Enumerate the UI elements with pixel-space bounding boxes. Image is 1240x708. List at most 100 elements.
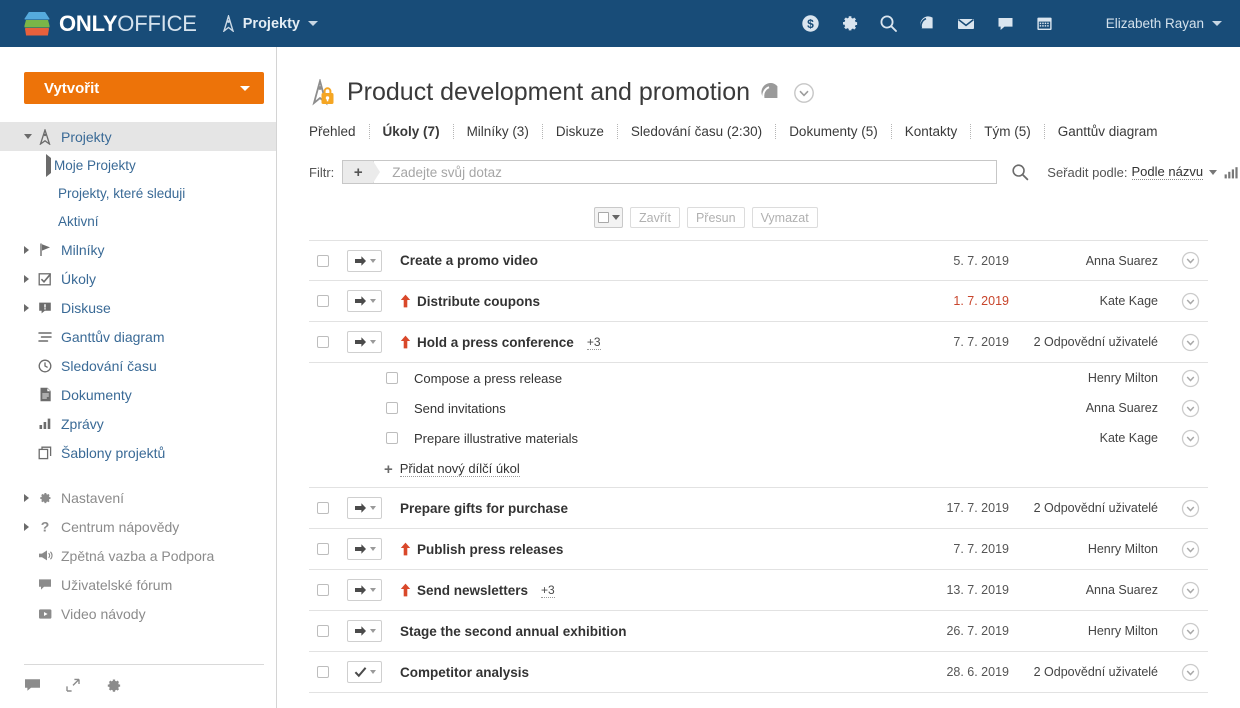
task-actions-icon[interactable] — [1181, 292, 1200, 311]
sort-value[interactable]: Podle názvu — [1131, 164, 1204, 180]
add-filter-button[interactable]: + — [343, 161, 381, 183]
task-status-button[interactable] — [347, 249, 382, 272]
row-checkbox[interactable] — [317, 502, 329, 514]
module-switcher[interactable]: Projekty — [221, 13, 318, 33]
subtask-checkbox[interactable] — [386, 432, 398, 444]
task-actions-icon[interactable] — [1181, 622, 1200, 641]
sidebar-item-milniky[interactable]: Milníky — [0, 235, 276, 264]
tab-dokumenty[interactable]: Dokumenty (5) — [789, 124, 878, 139]
sidebar-item-ganttuv-diagram[interactable]: Ganttův diagram — [0, 322, 276, 351]
subtask-actions-icon[interactable] — [1181, 399, 1200, 418]
task-title[interactable]: Distribute coupons — [417, 293, 541, 309]
sidebar-item-centrum-napovedy[interactable]: ? Centrum nápovědy — [0, 512, 276, 541]
tab-prehled[interactable]: Přehled — [309, 124, 356, 139]
table-row[interactable]: Create a promo video 5. 7. 2019 Anna Sua… — [309, 240, 1208, 281]
search-icon[interactable] — [877, 13, 899, 35]
add-subtask-row[interactable]: + Přidat nový dílčí úkol — [309, 453, 1208, 485]
subtask-actions-icon[interactable] — [1181, 369, 1200, 388]
twisty-icon[interactable] — [24, 303, 36, 312]
list-item[interactable]: Send invitations Anna Suarez — [309, 393, 1208, 423]
gear-icon[interactable] — [105, 677, 122, 694]
subtask-checkbox[interactable] — [386, 372, 398, 384]
row-checkbox[interactable] — [317, 625, 329, 637]
row-checkbox[interactable] — [317, 584, 329, 596]
table-row[interactable]: Stage the second annual exhibition 26. 7… — [309, 611, 1208, 652]
sidebar-item-projekty-ktere-sleduji[interactable]: Projekty, které sleduji — [0, 179, 276, 207]
sidebar-item-zpravy[interactable]: Zprávy — [0, 409, 276, 438]
tab-ukoly[interactable]: Úkoly (7) — [382, 124, 440, 139]
twisty-icon[interactable] — [24, 522, 36, 531]
expand-icon[interactable] — [65, 678, 81, 693]
task-title[interactable]: Create a promo video — [400, 253, 539, 268]
close-button[interactable]: Zavřít — [630, 207, 680, 228]
list-item[interactable]: Prepare illustrative materials Kate Kage — [309, 423, 1208, 453]
sidebar-item-ukoly[interactable]: Úkoly — [0, 264, 276, 293]
sidebar-item-nastaveni[interactable]: Nastavení — [0, 483, 276, 512]
mail-icon[interactable] — [955, 13, 977, 35]
twisty-icon[interactable] — [24, 274, 36, 283]
twisty-icon[interactable] — [24, 493, 36, 502]
task-status-button[interactable] — [347, 538, 382, 560]
task-actions-icon[interactable] — [1181, 663, 1200, 682]
task-actions-icon[interactable] — [1181, 581, 1200, 600]
move-button[interactable]: Přesun — [686, 207, 745, 228]
add-subtask-label[interactable]: Přidat nový dílčí úkol — [399, 461, 520, 477]
chat-icon[interactable] — [994, 13, 1016, 35]
table-row[interactable]: Hold a press conference +3 7. 7. 2019 2 … — [309, 322, 1208, 363]
sidebar-item-diskuse[interactable]: Diskuse — [0, 293, 276, 322]
row-checkbox[interactable] — [317, 666, 329, 678]
search-icon[interactable] — [1011, 163, 1029, 181]
row-checkbox[interactable] — [317, 543, 329, 555]
task-actions-icon[interactable] — [1181, 251, 1200, 270]
task-title[interactable]: Publish press releases — [417, 541, 564, 557]
task-title[interactable]: Send newsletters — [417, 582, 529, 598]
sidebar-item-sablony-projektu[interactable]: Šablony projektů — [0, 438, 276, 467]
tab-sledovani-casu[interactable]: Sledování času (2:30) — [630, 124, 763, 139]
twisty-open-icon[interactable] — [24, 134, 36, 139]
list-item[interactable]: Compose a press release Henry Milton — [309, 363, 1208, 393]
select-all-dropdown[interactable] — [594, 207, 623, 228]
payments-icon[interactable]: $ — [799, 13, 821, 35]
subtask-checkbox[interactable] — [386, 402, 398, 414]
subtask-title[interactable]: Compose a press release — [414, 370, 563, 386]
task-status-button[interactable] — [347, 331, 382, 353]
search-input[interactable] — [390, 163, 997, 181]
table-row[interactable]: Distribute coupons 1. 7. 2019 Kate Kage — [309, 281, 1208, 322]
subtask-title[interactable]: Send invitations — [414, 400, 506, 416]
table-row[interactable]: Competitor analysis 28. 6. 2019 2 Odpově… — [309, 652, 1208, 693]
table-row[interactable]: Publish press releases 7. 7. 2019 Henry … — [309, 529, 1208, 570]
more-subtasks-link[interactable]: +3 — [586, 334, 601, 350]
onlyoffice-logo[interactable]: ONLYOFFICE — [24, 11, 197, 37]
chevron-down-icon[interactable] — [1209, 169, 1218, 175]
tab-diskuze[interactable]: Diskuze — [555, 124, 604, 139]
sidebar-item-dokumenty[interactable]: Dokumenty — [0, 380, 276, 409]
settings-icon[interactable] — [838, 13, 860, 35]
twisty-icon[interactable] — [46, 153, 51, 177]
more-subtasks-link[interactable]: +3 — [541, 582, 555, 598]
gauge-icon[interactable] — [761, 82, 782, 103]
task-title[interactable]: Competitor analysis — [400, 664, 530, 680]
sort-direction-icon[interactable] — [1224, 166, 1238, 179]
sidebar-item-moje-projekty[interactable]: Moje Projekty — [0, 151, 276, 179]
sidebar-item-projekty[interactable]: Projekty — [0, 122, 276, 151]
table-row[interactable]: Prepare gifts for purchase 17. 7. 2019 2… — [309, 488, 1208, 529]
task-actions-icon[interactable] — [1181, 499, 1200, 518]
task-title[interactable]: Prepare gifts for purchase — [400, 500, 569, 516]
task-status-button[interactable] — [347, 620, 382, 642]
tab-ganttuv-diagram[interactable]: Ganttův diagram — [1057, 124, 1158, 139]
chevron-down-circle-icon[interactable] — [793, 82, 815, 104]
task-title[interactable]: Hold a press conference — [417, 334, 574, 350]
task-actions-icon[interactable] — [1181, 333, 1200, 352]
create-button[interactable]: Vytvořit — [24, 72, 264, 104]
row-checkbox[interactable] — [317, 254, 329, 267]
tab-tym[interactable]: Tým (5) — [984, 124, 1031, 139]
sidebar-item-aktivni[interactable]: Aktivní — [0, 207, 276, 235]
subtask-title[interactable]: Prepare illustrative materials — [414, 430, 579, 446]
row-checkbox[interactable] — [317, 336, 329, 348]
tab-kontakty[interactable]: Kontakty — [904, 124, 958, 139]
task-actions-icon[interactable] — [1181, 540, 1200, 559]
task-status-button[interactable] — [347, 290, 382, 312]
user-menu[interactable]: Elizabeth Rayan — [1106, 0, 1222, 47]
task-status-button[interactable] — [347, 579, 382, 601]
calendar-icon[interactable] — [1033, 13, 1055, 35]
